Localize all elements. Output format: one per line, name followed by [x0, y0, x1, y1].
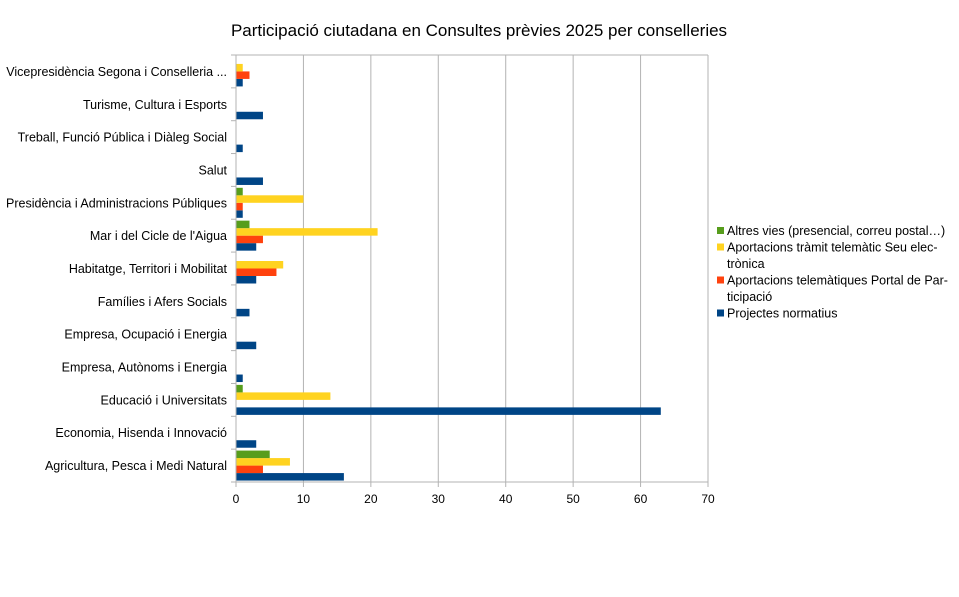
bar: Altres vies (presencial, correu postal…)…	[236, 384, 243, 393]
bar: Projectes normatius — Vicepresidència Se…	[236, 78, 243, 87]
bar: Projectes normatius — Educació i Univers…	[236, 407, 661, 415]
x-tick-label: 70	[701, 492, 715, 506]
bar: Altres vies (presencial, correu postal…)…	[236, 187, 243, 196]
bar: Aportacions tràmit telemàtic Seu electrò…	[236, 63, 243, 72]
bar: Projectes normatius — Presidència i Admi…	[236, 210, 243, 218]
legend-label: Altres vies (presencial, correu postal…)	[727, 224, 945, 238]
x-tick-label: 30	[432, 492, 446, 506]
bar: Projectes normatius — Agricultura, Pesca…	[236, 473, 344, 481]
x-tick-labels: 0 10 20 30 40 50 60 70	[233, 492, 715, 506]
legend-swatch	[717, 276, 724, 284]
x-tick-label: 20	[364, 492, 378, 506]
bar: Projectes normatius — Famílies i Afers S…	[236, 308, 250, 317]
category-label: Salut	[199, 163, 228, 177]
legend-label: Aportacions tràmit telemàtic Seu elec-	[727, 241, 938, 255]
bar: Aportacions tràmit telemàtic Seu electrò…	[236, 261, 284, 269]
legend-swatch	[717, 227, 724, 234]
category-labels: Agricultura, Pesca i Medi Natural Economi…	[6, 65, 227, 473]
bar: Altres vies (presencial, correu postal…)…	[236, 220, 250, 229]
bar: Aportacions tràmit telemàtic Seu electrò…	[236, 228, 378, 236]
category-label: Presidència i Administracions Públiques	[6, 196, 227, 210]
category-label: Treball, Funció Pública i Diàleg Social	[18, 131, 227, 145]
bar: Aportacions telemàtiques Portal de Parti…	[236, 202, 243, 211]
legend-label: trònica	[727, 257, 765, 271]
x-tick-label: 40	[499, 492, 513, 506]
bar: Aportacions tràmit telemàtic Seu electrò…	[236, 392, 331, 400]
category-label: Turisme, Cultura i Esports	[83, 98, 227, 112]
category-label: Mar i del Cicle de l'Aigua	[90, 229, 227, 243]
legend-label: Projectes normatius	[727, 307, 837, 321]
bar: Aportacions tràmit telemàtic Seu electrò…	[236, 458, 290, 466]
category-label: Empresa, Autònoms i Energia	[62, 361, 227, 375]
chart-title: Participació ciutadana en Consultes prèv…	[231, 21, 727, 40]
bar: Altres vies (presencial, correu postal…)…	[236, 450, 270, 459]
category-label: Agricultura, Pesca i Medi Natural	[45, 459, 227, 473]
x-tick-label: 0	[233, 492, 240, 506]
bar: Aportacions telemàtiques Portal de Parti…	[236, 465, 263, 474]
legend-label: Aportacions telemàtiques Portal de Par-	[727, 274, 948, 288]
grid-lines	[235, 55, 709, 482]
bar: Projectes normatius — Salut: 4	[236, 177, 263, 185]
bar: Aportacions tràmit telemàtic Seu electrò…	[236, 195, 304, 203]
category-label: Empresa, Ocupació i Energia	[64, 328, 227, 342]
axes	[231, 54, 709, 487]
bar: Projectes normatius — Economia, Hisenda …	[236, 440, 257, 448]
bars: Projectes normatius — Agricultura, Pesca…	[236, 63, 661, 481]
bar: Projectes normatius — Turisme, Cultura i…	[236, 111, 263, 120]
category-label: Vicepresidència Segona i Conselleria ...	[6, 65, 227, 79]
bar: Projectes normatius — Habitatge, Territo…	[236, 276, 257, 284]
x-tick-label: 60	[634, 492, 648, 506]
bar: Aportacions telemàtiques Portal de Parti…	[236, 235, 263, 244]
category-label: Educació i Universitats	[101, 393, 227, 407]
legend: Altres vies (presencial, correu postal…)…	[717, 224, 948, 321]
bar: Projectes normatius — Mar i del Cicle de…	[236, 243, 257, 251]
bar: Projectes normatius — Empresa, Ocupació …	[236, 341, 257, 350]
bar: Aportacions telemàtiques Portal de Parti…	[236, 71, 250, 79]
x-tick-label: 10	[297, 492, 311, 506]
legend-swatch	[717, 243, 724, 251]
legend-label: ticipació	[727, 290, 772, 304]
bar: Projectes normatius — Empresa, Autònoms …	[236, 374, 243, 383]
category-label: Famílies i Afers Socials	[98, 295, 227, 309]
legend-swatch	[717, 309, 724, 317]
bar: Projectes normatius — Treball, Funció Pú…	[236, 144, 243, 153]
category-label: Habitatge, Territori i Mobilitat	[69, 262, 228, 276]
x-tick-label: 50	[566, 492, 580, 506]
category-label: Economia, Hisenda i Innovació	[55, 426, 227, 440]
bar: Aportacions telemàtiques Portal de Parti…	[236, 268, 277, 276]
